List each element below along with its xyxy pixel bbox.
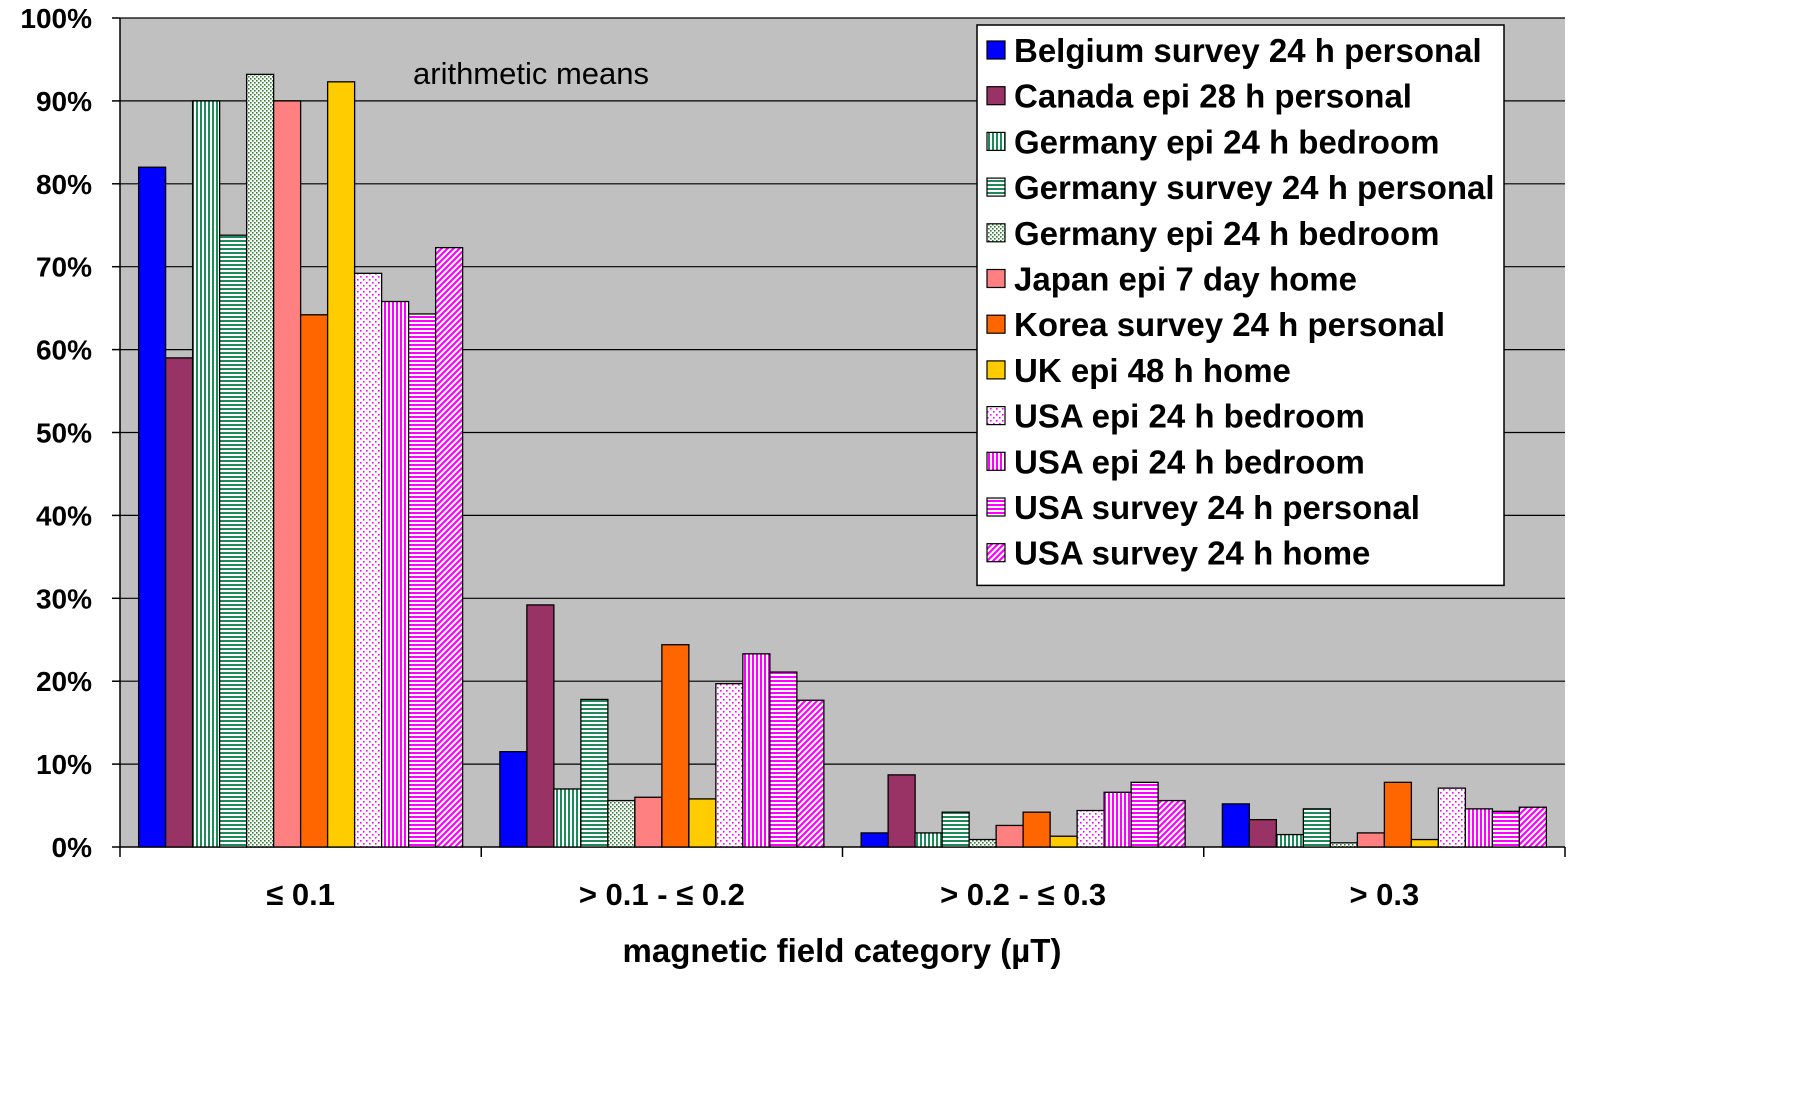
legend-swatch [986,314,1006,334]
bar [995,824,1024,848]
bar [796,699,825,848]
y-tick-label: 0% [52,832,93,863]
bar [1130,781,1159,848]
y-tick-label: 70% [36,252,92,283]
legend-box [976,24,1505,587]
y-tick-labels: 0% 10% 20% 30% 40% 50% 60% 70% 80% 90% 100% [20,3,92,863]
bar [1329,842,1359,848]
bar [887,774,916,848]
bar [688,798,717,848]
legend-swatch [986,497,1006,517]
bar [1518,806,1548,848]
legend-swatch [986,223,1006,243]
bar [914,832,943,848]
y-tick-label: 90% [36,86,92,117]
bar [1049,835,1078,848]
bar [272,100,302,848]
legend-swatch [986,543,1006,563]
legend-swatch [986,177,1006,197]
legend-entry: Germany survey 24 h personal [1014,169,1495,206]
legend-swatch [986,86,1006,106]
bar [1275,833,1305,848]
chart-annotation: arithmetic means [413,56,649,91]
y-tick-label: 40% [36,500,92,531]
bars [137,73,1548,848]
legend-entry: UK epi 48 h home [1014,352,1291,389]
bar [299,314,329,848]
y-tick-label: 100% [20,3,92,34]
x-tick-label: > 0.1 - ≤ 0.2 [579,877,745,912]
x-axis-label: magnetic field category (µT) [623,932,1062,969]
bar [1383,781,1413,848]
bar [1491,810,1521,848]
bar [661,644,690,848]
bar [1437,787,1467,848]
x-tick-label: ≤ 0.1 [266,877,335,912]
y-tick-label: 80% [36,169,92,200]
bar [499,751,528,848]
bar [380,300,410,848]
bar [1464,808,1494,848]
bar [191,100,221,848]
bar [1022,811,1051,848]
bar [769,671,798,848]
legend-entry: USA survey 24 h personal [1014,489,1420,526]
bar [580,698,609,848]
bar [1076,809,1105,848]
legend-entry: USA survey 24 h home [1014,535,1370,572]
legend-entry: USA epi 24 h bedroom [1014,398,1365,435]
y-tick-label: 60% [36,335,92,366]
legend-swatch [986,40,1006,60]
legend-entry: Belgium survey 24 h personal [1014,32,1482,69]
bar [326,81,356,848]
bar [245,73,275,848]
bar [742,653,771,848]
legend-swatch [986,451,1006,471]
y-tick-label: 50% [36,418,92,449]
x-tick-labels: ≤ 0.1 > 0.1 - ≤ 0.2 > 0.2 - ≤ 0.3 > 0.3 [266,877,1419,912]
bar [553,788,582,848]
bar [164,357,194,848]
bar [1103,791,1132,848]
bar [941,811,970,848]
bar [860,832,889,848]
legend-entry: Germany epi 24 h bedroom [1014,123,1439,160]
legend-entry: Japan epi 7 day home [1014,261,1357,298]
bar [353,272,383,848]
bar [1410,838,1440,848]
bar [968,838,997,848]
bar [1302,808,1332,848]
bar [434,246,464,848]
x-tick-label: > 0.3 [1349,877,1419,912]
legend-entry: Canada epi 28 h personal [1014,78,1412,115]
legend-entry: USA epi 24 h bedroom [1014,443,1365,480]
legend-swatch [986,360,1006,380]
legend-swatch [986,131,1006,151]
legend-swatch [986,406,1006,426]
bar [1356,832,1386,848]
bar [526,604,555,848]
legend-swatch [986,268,1006,289]
bar [218,234,248,848]
bar [137,166,167,848]
bar [1248,818,1278,848]
y-tick-label: 10% [36,749,92,780]
x-tick-label: > 0.2 - ≤ 0.3 [940,877,1106,912]
y-tick-label: 30% [36,583,92,614]
legend-entry: Germany epi 24 h bedroom [1014,215,1439,252]
y-tick-label: 20% [36,666,92,697]
bar [634,796,663,848]
bar [407,313,437,848]
bar [1157,799,1186,848]
legend-entry: Korea survey 24 h personal [1014,306,1445,343]
bar [715,683,744,848]
legend: Belgium survey 24 h personal Canada epi 2… [976,24,1505,587]
bar [607,799,636,848]
bar [1221,803,1251,848]
